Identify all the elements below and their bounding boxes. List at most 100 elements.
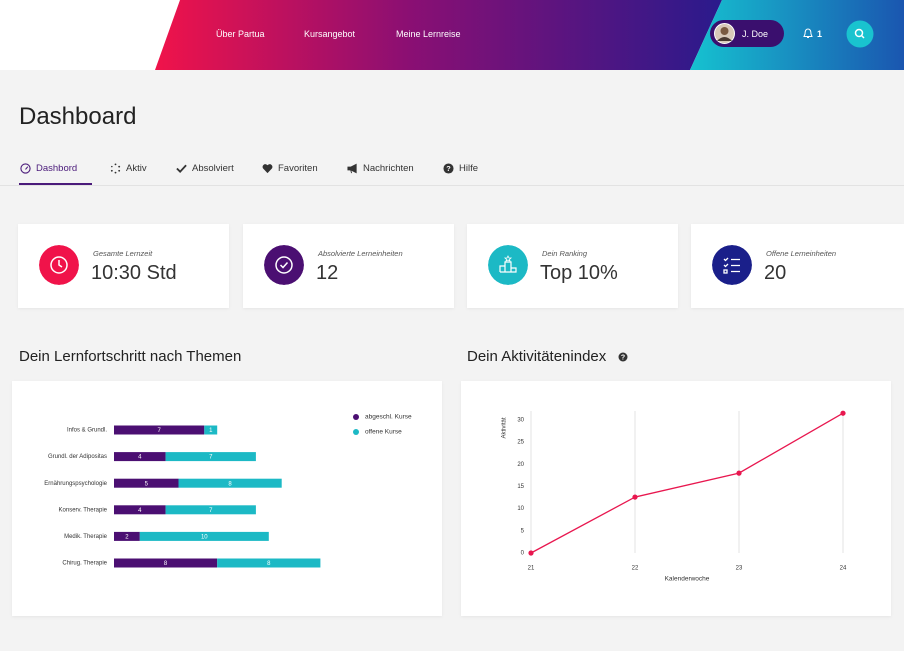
bar — [139, 531, 269, 541]
tab[interactable]: Dashbord — [20, 163, 77, 174]
stat-value: 10:30 Std — [91, 262, 177, 284]
y-tick-label: Infos & Grundl. — [67, 428, 107, 434]
tab-icon — [110, 163, 121, 174]
svg-text:?: ? — [621, 354, 625, 361]
tab-underline — [19, 183, 92, 185]
tab-label: Nachrichten — [363, 163, 414, 174]
tab[interactable]: Aktiv — [110, 163, 147, 174]
stat-value: 12 — [316, 262, 339, 284]
tab-icon — [176, 164, 187, 174]
search-button[interactable] — [846, 20, 874, 48]
avatar — [714, 23, 735, 44]
tab-label: Hilfe — [459, 163, 479, 174]
legend-label: offene Kurse — [365, 429, 402, 436]
tab[interactable]: Absolviert — [176, 163, 234, 174]
nav-link[interactable]: Kursangebot — [304, 29, 356, 39]
help-icon[interactable]: ? — [618, 352, 628, 362]
bar — [178, 478, 282, 488]
x-tick-label: 22 — [632, 566, 639, 572]
user-name: J. Doe — [742, 29, 769, 39]
bar — [217, 558, 321, 568]
nav-link[interactable]: Über Partua — [216, 29, 265, 39]
y-tick-label: Konserv. Therapie — [59, 507, 108, 513]
bar-value-label: 7 — [157, 428, 161, 434]
tab-icon — [347, 163, 357, 174]
tab-icon — [20, 163, 31, 174]
bar — [165, 452, 256, 462]
tab-divider — [0, 185, 904, 186]
bar — [114, 531, 140, 541]
x-axis-label: Kalenderwoche — [665, 576, 710, 583]
y-tick-label: 0 — [521, 551, 525, 557]
y-tick-label: Medik. Therapie — [64, 534, 108, 540]
bar-value-label: 7 — [209, 508, 213, 514]
tab-label: Dashbord — [36, 163, 78, 174]
y-tick-label: 30 — [517, 417, 524, 423]
point — [528, 550, 534, 556]
notification-count: 1 — [817, 29, 823, 39]
bar-value-label: 7 — [209, 455, 213, 461]
bell-icon[interactable] — [803, 28, 813, 39]
y-tick-label: 5 — [521, 528, 525, 534]
bar-value-label: 8 — [267, 561, 271, 567]
stat-value: Top 10% — [540, 262, 618, 284]
tab[interactable]: Favoriten — [262, 163, 318, 174]
legend-swatch — [353, 414, 359, 420]
stat-label: Gesamte Lernzeit — [93, 249, 153, 258]
tab[interactable]: Nachrichten — [347, 163, 414, 174]
tab-icon: ? — [443, 163, 454, 174]
bar-value-label: 8 — [164, 561, 168, 567]
stat-icon — [488, 245, 528, 285]
chart: 21 22 23 24 0 5 10 15 20 25 30 Kalenderwoche Aktivit… — [502, 410, 847, 583]
stat-card: Dein Ranking Top 10% — [467, 224, 678, 308]
stat-card: Offene Lerneinheiten 20 — [691, 224, 904, 308]
stat-icon — [39, 245, 79, 285]
page-title: Dashboard — [19, 103, 137, 130]
svg-text:?: ? — [446, 164, 451, 173]
y-tick-label: 20 — [517, 462, 524, 468]
y-axis-label: Aktivität — [502, 417, 508, 438]
tab[interactable]: ? Hilfe — [443, 163, 478, 174]
tab-label: Absolviert — [192, 163, 234, 174]
y-tick-label: 10 — [517, 506, 524, 512]
stat-label: Dein Ranking — [542, 249, 588, 258]
legend-label: abgeschl. Kurse — [365, 414, 412, 421]
bar-value-label: 4 — [138, 508, 142, 514]
stat-icon — [264, 245, 304, 285]
bar-value-label: 5 — [145, 481, 149, 487]
bar — [114, 478, 179, 488]
tab-icon — [262, 164, 273, 174]
stat-value: 20 — [764, 262, 787, 284]
x-tick-label: 23 — [736, 566, 743, 572]
nav-link[interactable]: Meine Lernreise — [396, 29, 461, 39]
point — [632, 494, 638, 500]
stat-label: Offene Lerneinheiten — [766, 249, 837, 258]
tab-label: Favoriten — [278, 163, 318, 174]
y-tick-label: 25 — [517, 440, 524, 446]
legend-swatch — [353, 429, 359, 435]
bar — [114, 452, 166, 462]
y-tick-label: 15 — [517, 484, 524, 490]
line — [530, 412, 844, 554]
bar — [114, 505, 166, 515]
stat-label: Absolvierte Lerneinheiten — [318, 249, 403, 258]
bar — [204, 425, 218, 435]
x-tick-label: 21 — [528, 566, 535, 572]
chart-card: Infos & Grundl. 7 1 Grundl. der Adipositas 4… — [12, 381, 442, 616]
chart-title: Dein Lernfortschritt nach Themen — [19, 348, 242, 365]
chart-title: Dein Aktivitätenindex — [467, 348, 607, 365]
bar-value-label: 1 — [209, 428, 213, 434]
chart-card: 21 22 23 24 0 5 10 15 20 25 30 Kalenderwoche Aktivit… — [461, 381, 891, 616]
bar-value-label: 8 — [228, 481, 232, 487]
y-tick-label: Chirug. Therapie — [62, 561, 107, 567]
bar — [114, 425, 205, 435]
stat-icon — [712, 245, 752, 285]
y-tick-label: Grundl. der Adipositas — [48, 454, 107, 460]
bar-value-label: 10 — [201, 534, 208, 540]
bar — [114, 558, 218, 568]
stat-card: Gesamte Lernzeit 10:30 Std — [18, 224, 229, 308]
x-tick-label: 24 — [840, 566, 847, 572]
bar — [165, 505, 256, 515]
bar-value-label: 4 — [138, 455, 142, 461]
